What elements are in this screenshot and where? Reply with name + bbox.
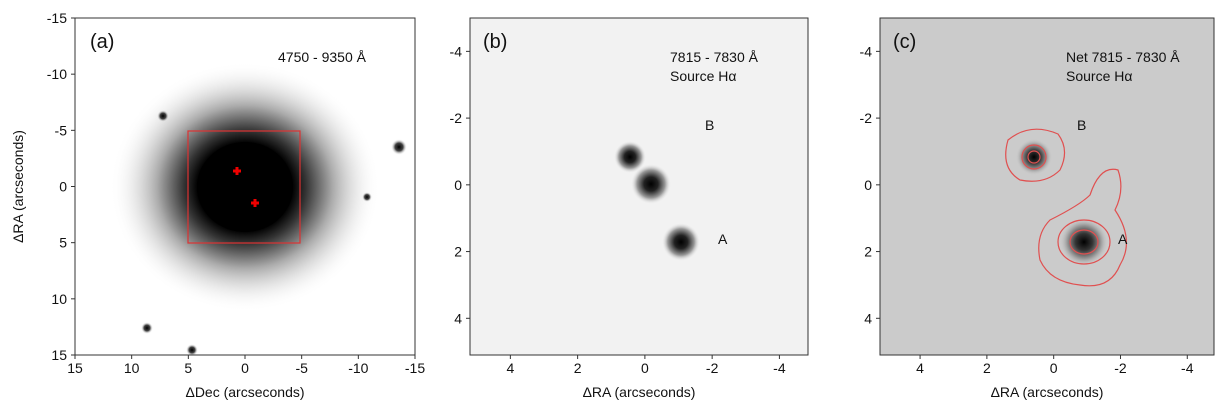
y-tick-label: 0: [454, 177, 462, 193]
panel-label: (b): [483, 31, 507, 53]
x-tick-label: -10: [348, 360, 368, 376]
panel-a-image: [75, 18, 415, 356]
annotation: Net 7815 - 7830 Å: [1066, 49, 1180, 65]
x-tick-label: -15: [405, 360, 425, 376]
x-tick-label: 2: [983, 360, 991, 376]
y-tick-label: -4: [860, 43, 873, 59]
y-tick-label: -2: [450, 110, 463, 126]
x-tick-label: 15: [67, 360, 83, 376]
annotation: Source Hα: [670, 68, 736, 84]
panel-c-image: [880, 18, 1214, 355]
x-tick-label: 0: [641, 360, 649, 376]
y-tick-label: -4: [450, 43, 463, 59]
panel-label: (c): [893, 31, 916, 53]
y-tick-label: -10: [47, 66, 67, 82]
x-axis-label: ΔRA (arcseconds): [991, 384, 1104, 400]
y-tick-label: 0: [59, 179, 67, 195]
x-tick-label: 5: [184, 360, 192, 376]
panel-label: (a): [90, 31, 114, 53]
y-tick-label: 0: [864, 177, 872, 193]
x-tick-label: 2: [574, 360, 582, 376]
x-tick-label: -2: [1114, 360, 1127, 376]
x-tick-label: 0: [1050, 360, 1058, 376]
annotation: Source Hα: [1066, 68, 1132, 84]
y-tick-label: -15: [47, 10, 67, 26]
y-tick-label: -5: [55, 122, 68, 138]
x-tick-label: 0: [241, 360, 249, 376]
x-tick-label: 10: [124, 360, 140, 376]
source-label: A: [718, 231, 728, 247]
y-tick-label: 15: [51, 347, 67, 363]
x-tick-label: -4: [773, 360, 786, 376]
annotation: 4750 - 9350 Å: [278, 49, 367, 65]
source-label: A: [1118, 231, 1128, 247]
source-label: B: [1077, 117, 1086, 133]
x-axis-label: ΔRA (arcseconds): [583, 384, 696, 400]
x-tick-label: 4: [506, 360, 514, 376]
source-label: B: [705, 117, 714, 133]
y-tick-label: 2: [864, 244, 872, 260]
frame: [469, 17, 809, 356]
x-tick-label: -4: [1181, 360, 1194, 376]
y-tick-label: 4: [454, 310, 462, 326]
frame: [879, 17, 1215, 356]
annotation: 7815 - 7830 Å: [670, 49, 759, 65]
y-axis-label: ΔRA (arcseconds): [10, 130, 26, 243]
y-tick-label: -2: [860, 110, 873, 126]
y-tick-label: 10: [51, 291, 67, 307]
x-tick-label: -5: [295, 360, 308, 376]
y-tick-label: 5: [59, 235, 67, 251]
y-tick-label: 2: [454, 244, 462, 260]
panel-b-image: [470, 18, 808, 355]
y-tick-label: 4: [864, 310, 872, 326]
x-tick-label: 4: [916, 360, 924, 376]
x-tick-label: -2: [706, 360, 719, 376]
x-axis-label: ΔDec (arcseconds): [185, 384, 304, 400]
